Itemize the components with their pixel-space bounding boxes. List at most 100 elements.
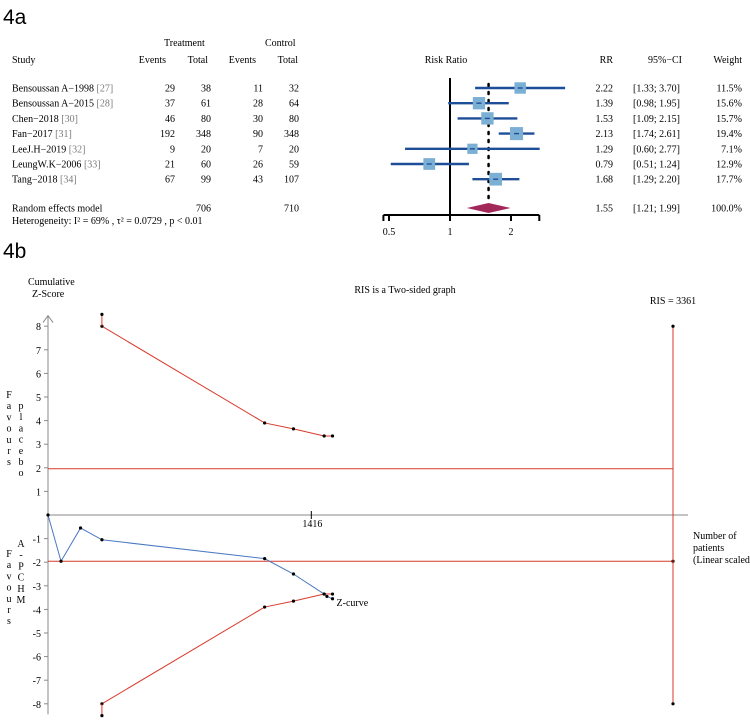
y-axis-title-line2: Z-Score <box>32 289 65 300</box>
control-events-value: 7 <box>258 144 263 155</box>
treatment-total-value: 348 <box>196 129 211 140</box>
pooled-weight-value: 100.0% <box>711 204 742 215</box>
weight-value: 15.6% <box>716 99 742 110</box>
study-name: Tang−2018 [34] <box>12 175 77 186</box>
forest-x-tick-label: 1 <box>448 227 453 238</box>
upper-monitoring-boundary-point <box>322 434 326 438</box>
upper-monitoring-boundary-point <box>330 434 335 438</box>
favours-placebo-word: v <box>7 412 12 423</box>
study-reference: [28] <box>97 99 114 110</box>
control-total-value: 348 <box>284 129 299 140</box>
treatment-events-value: 37 <box>165 99 175 110</box>
tsa-y-tick-label: 2 <box>36 464 41 475</box>
ci-column-header: 95%−CI <box>648 55 682 66</box>
favours-placebo-group: c <box>19 435 24 446</box>
favours-apchm-word: v <box>7 571 12 582</box>
study-reference: [27] <box>97 84 114 95</box>
study-reference: [31] <box>55 129 72 140</box>
treatment-total-value: 80 <box>201 114 211 125</box>
ci-value: [1.74; 2.61] <box>633 129 680 140</box>
tsa-y-tick-label: -6 <box>33 653 41 664</box>
z-curve-point <box>100 538 104 542</box>
tsa-y-tick-label: -5 <box>33 629 41 640</box>
heterogeneity-text: Heterogeneity: I² = 69% , τ² = 0.0729 , … <box>12 216 203 227</box>
treatment-events-value: 67 <box>165 175 175 186</box>
pooled-rr-value: 1.55 <box>596 204 614 215</box>
control-events-value: 90 <box>253 129 263 140</box>
study-name: LeeJ.H−2019 [32] <box>12 144 85 155</box>
rr-value: 1.39 <box>596 99 614 110</box>
weight-value: 17.7% <box>716 175 742 186</box>
forest-rows: Bensoussan A−1998 [27] 29 38 11 32 2.22 [1.33;… <box>12 84 742 228</box>
rr-value: 2.13 <box>596 129 614 140</box>
tsa-y-tick-label: 1 <box>36 487 41 498</box>
lower-monitoring-boundary-point <box>330 592 335 596</box>
favours-apchm-group: C <box>18 573 25 584</box>
study-reference: [33] <box>84 160 101 171</box>
favours-placebo-group: l <box>20 412 23 423</box>
z-curve-point <box>78 526 83 530</box>
ci-value: [0.60; 2.77] <box>633 144 680 155</box>
control-total-value: 107 <box>284 175 299 186</box>
rr-value: 0.79 <box>596 160 614 171</box>
study-reference: [34] <box>60 175 77 186</box>
ci-value: [0.98; 1.95] <box>633 99 680 110</box>
ci-value: [1.33; 3.70] <box>633 84 680 95</box>
ris-label: RIS = 3361 <box>650 296 696 307</box>
treatment-events-value: 192 <box>160 129 175 140</box>
control-total-value: 59 <box>289 160 299 171</box>
weight-value: 15.7% <box>716 114 742 125</box>
chart-title: RIS is a Two-sided graph <box>354 285 455 296</box>
favours-apchm-group: P <box>18 561 24 572</box>
favours-apchm-word: u <box>7 594 12 605</box>
risk-ratio-header: Risk Ratio <box>425 55 468 66</box>
x-marker-label: 1416 <box>302 519 322 530</box>
favours-placebo-word: a <box>7 401 12 412</box>
favours-apchm-group: ‐ <box>19 550 22 561</box>
rr-value: 2.22 <box>596 84 614 95</box>
treatment-events-header: Events <box>139 55 166 66</box>
control-total-value: 20 <box>289 144 299 155</box>
study-reference: [32] <box>69 144 86 155</box>
favours-placebo-group: a <box>19 423 24 434</box>
study-name: Fan−2017 [31] <box>12 129 72 140</box>
panel-label-4a: 4a <box>3 6 27 29</box>
ris-bottom-point <box>671 702 675 706</box>
weight-value: 12.9% <box>716 160 742 171</box>
weight-column-header: Weight <box>713 55 742 66</box>
pooled-ci-value: [1.21; 1.99] <box>633 204 680 215</box>
treatment-header: Treatment <box>164 38 205 49</box>
ci-value: [0.51; 1.24] <box>633 160 680 171</box>
tsa-y-tick-label: 6 <box>36 369 41 380</box>
favours-placebo-group: e <box>19 446 24 457</box>
ris-top-point <box>671 324 675 328</box>
study-name: LeungW.K−2006 [33] <box>12 160 101 171</box>
favours-placebo-group: o <box>19 468 24 479</box>
favours-placebo-word: s <box>7 457 11 468</box>
tsa-y-tick-label: 5 <box>36 393 41 404</box>
tsa-y-axis-arrow <box>42 314 54 323</box>
tsa-y-tick-label: -3 <box>33 582 41 593</box>
panel-label-4b: 4b <box>3 240 26 263</box>
treatment-events-value: 21 <box>165 160 175 171</box>
tsa-y-tick-label: -1 <box>33 535 41 546</box>
favours-placebo-word: o <box>7 424 12 435</box>
favours-placebo-word: u <box>7 435 12 446</box>
control-events-value: 28 <box>253 99 263 110</box>
z-curve-point <box>59 559 63 563</box>
z-curve-point <box>263 557 267 561</box>
rr-value: 1.68 <box>596 175 614 186</box>
favours-placebo-group: p <box>19 401 24 412</box>
favours-apchm-word: a <box>7 560 12 571</box>
treatment-total-value: 61 <box>201 99 211 110</box>
control-events-value: 43 <box>253 175 263 186</box>
tsa-y-tick-label: 4 <box>36 417 41 428</box>
x-axis-title-line: patients <box>693 543 724 554</box>
control-events-value: 26 <box>253 160 263 171</box>
favours-apchm-group: M <box>17 595 26 606</box>
treatment-total-value: 60 <box>201 160 211 171</box>
treatment-total-header: Total <box>188 55 209 66</box>
control-total-value: 80 <box>289 114 299 125</box>
upper-monitoring-boundary-point <box>291 427 296 431</box>
